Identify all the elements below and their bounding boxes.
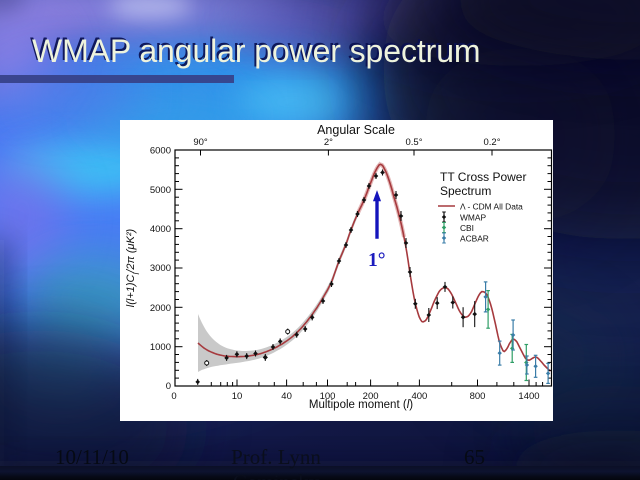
svg-text:Spectrum: Spectrum: [440, 184, 491, 198]
svg-text:Λ - CDM All Data: Λ - CDM All Data: [460, 202, 523, 212]
svg-text:CBI: CBI: [460, 223, 474, 233]
svg-text:Multipole moment (l): Multipole moment (l): [309, 399, 413, 411]
svg-text:TT Cross Power: TT Cross Power: [440, 170, 526, 184]
svg-text:2000: 2000: [150, 303, 171, 314]
svg-text:1000: 1000: [150, 342, 171, 353]
svg-text:400: 400: [411, 391, 427, 402]
svg-text:3000: 3000: [150, 263, 171, 274]
svg-text:2°: 2°: [324, 137, 333, 148]
svg-text:l(l+1)Cl/2π (μK²): l(l+1)Cl/2π (μK²): [125, 228, 141, 307]
svg-text:Angular Scale: Angular Scale: [317, 123, 395, 137]
svg-text:ACBAR: ACBAR: [460, 234, 489, 244]
svg-text:6000: 6000: [150, 146, 171, 157]
svg-text:1°: 1°: [368, 250, 386, 271]
svg-text:1400: 1400: [518, 391, 539, 402]
svg-text:800: 800: [470, 391, 486, 402]
svg-text:90°: 90°: [193, 137, 208, 148]
svg-text:0.2°: 0.2°: [483, 137, 500, 148]
svg-text:40: 40: [281, 391, 292, 402]
svg-text:0: 0: [166, 381, 171, 392]
svg-text:200: 200: [363, 391, 379, 402]
svg-text:5000: 5000: [150, 185, 171, 196]
svg-text:4000: 4000: [150, 224, 171, 235]
svg-text:0: 0: [171, 391, 176, 402]
svg-text:100: 100: [320, 391, 336, 402]
svg-text:WMAP: WMAP: [460, 213, 486, 223]
svg-text:10: 10: [232, 391, 243, 402]
svg-text:0.5°: 0.5°: [405, 137, 422, 148]
